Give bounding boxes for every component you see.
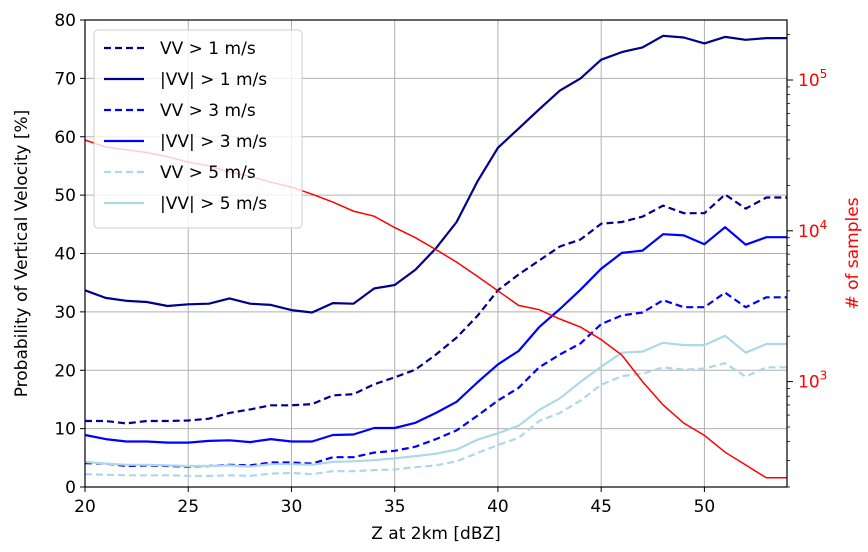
grid	[84, 19, 787, 488]
series-line--vv-5-m-s	[84, 334, 787, 468]
x-tick-label: 20	[74, 497, 96, 517]
y2-axis-ticks: 103 104 105	[787, 34, 827, 488]
series-line-vv-1-m-s	[85, 193, 787, 425]
legend: VV > 1 m/s |VV| > 1 m/s VV > 3 m/s |VV| > 3…	[93, 29, 303, 229]
x-axis-label: Z at 2km [dBZ]	[371, 524, 501, 544]
y-tick-label: 60	[54, 128, 76, 148]
y-tick-label: 30	[54, 303, 76, 323]
vv-series-group	[84, 34, 787, 477]
y-tick-label: 0	[65, 478, 76, 498]
y2-tick-label: 103	[798, 369, 827, 393]
y-tick-label: 50	[54, 186, 76, 206]
legend-label: VV > 1 m/s	[160, 39, 256, 59]
x-tick-label: 30	[281, 497, 303, 517]
legend-frame	[93, 29, 303, 229]
y-axis-ticks: 0 10 20 30 40 50 60 70 80	[54, 11, 85, 498]
x-tick-label: 35	[384, 497, 406, 517]
x-axis-ticks: 20 25 30 35 40 45 50	[74, 487, 715, 517]
y-tick-label: 80	[54, 11, 76, 31]
legend-label: |VV| > 3 m/s	[160, 132, 267, 152]
legend-label: |VV| > 5 m/s	[160, 194, 267, 214]
y2-tick-label: 104	[798, 218, 827, 242]
y-tick-label: 10	[54, 420, 76, 440]
y-tick-label: 40	[54, 245, 76, 265]
y-tick-label: 70	[54, 69, 76, 89]
y2-tick-label: 105	[798, 67, 827, 91]
series-line--vv-3-m-s	[84, 226, 787, 444]
x-tick-label: 25	[177, 497, 199, 517]
y-tick-label: 20	[54, 361, 76, 381]
y-axis-label: Probability of Vertical Velocity [%]	[12, 110, 32, 398]
x-tick-label: 45	[590, 497, 612, 517]
legend-label: VV > 5 m/s	[160, 163, 256, 183]
series-line--vv-1-m-s	[84, 34, 787, 314]
x-tick-label: 50	[694, 497, 716, 517]
y2-axis-label: # of samples	[843, 197, 863, 309]
x-tick-label: 40	[487, 497, 509, 517]
series-line-vv-5-m-s	[84, 362, 787, 477]
legend-label: VV > 3 m/s	[160, 101, 256, 121]
legend-label: |VV| > 1 m/s	[160, 70, 267, 90]
series-line-vv-3-m-s	[84, 291, 787, 468]
